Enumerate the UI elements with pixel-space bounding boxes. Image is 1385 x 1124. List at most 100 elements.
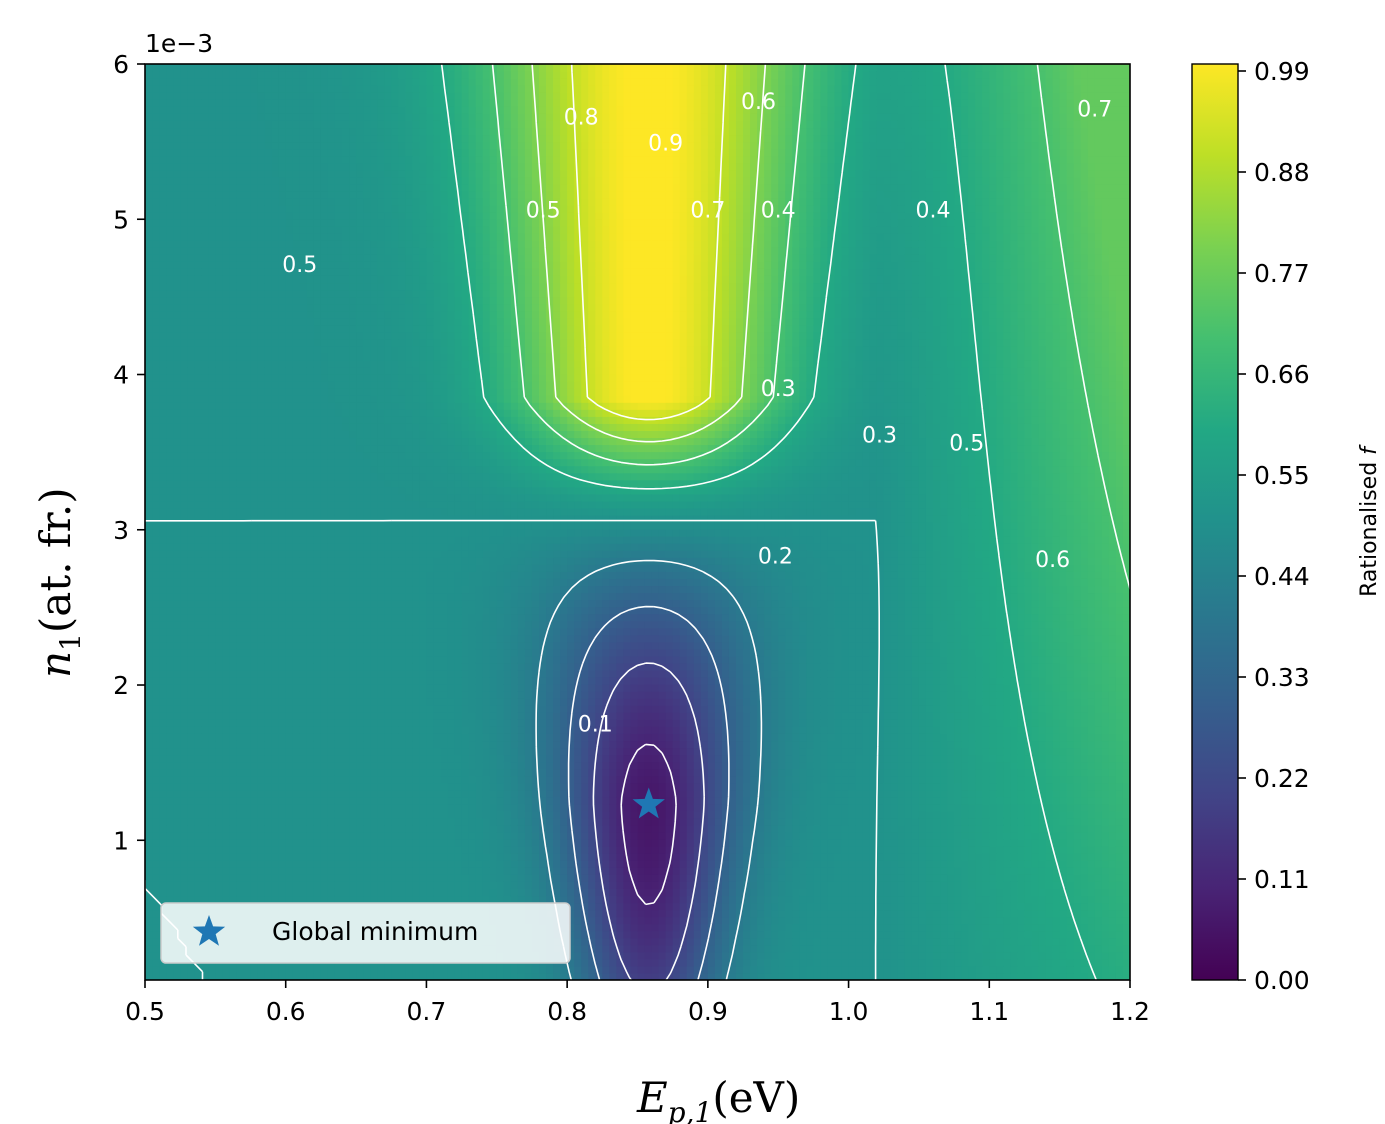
heatmap-cell bbox=[215, 514, 223, 523]
heatmap-cell bbox=[299, 211, 308, 220]
heatmap-cell bbox=[349, 345, 357, 354]
heatmap-cell bbox=[145, 493, 153, 502]
heatmap-cell bbox=[243, 430, 252, 439]
heatmap-cell bbox=[180, 789, 188, 798]
heatmap-cell bbox=[363, 698, 371, 706]
heatmap-cell bbox=[243, 613, 252, 622]
heatmap-cell bbox=[405, 289, 413, 298]
heatmap-cell bbox=[271, 409, 280, 417]
heatmap-cell bbox=[166, 99, 174, 107]
heatmap-cell bbox=[257, 430, 266, 439]
heatmap-cell bbox=[236, 190, 245, 199]
heatmap-cell bbox=[384, 338, 392, 347]
heatmap-cell bbox=[257, 254, 266, 262]
heatmap-cell bbox=[250, 500, 259, 509]
heatmap-cell bbox=[405, 655, 413, 664]
heatmap-cell bbox=[250, 536, 259, 544]
heatmap-cell bbox=[271, 275, 280, 284]
heatmap-cell bbox=[166, 585, 174, 594]
heatmap-cell bbox=[173, 134, 181, 143]
heatmap-cell bbox=[201, 648, 209, 657]
heatmap-cell bbox=[398, 775, 406, 784]
heatmap-cell bbox=[292, 106, 301, 114]
heatmap-cell bbox=[313, 486, 322, 495]
heatmap-cell bbox=[349, 669, 357, 678]
heatmap-cell bbox=[320, 571, 329, 579]
heatmap-cell bbox=[292, 141, 301, 150]
heatmap-cell bbox=[285, 472, 294, 481]
heatmap-cell bbox=[215, 846, 223, 854]
heatmap-cell bbox=[349, 606, 357, 615]
heatmap-cell bbox=[187, 78, 195, 86]
heatmap-cell bbox=[398, 536, 406, 544]
heatmap-cell bbox=[377, 832, 385, 840]
heatmap-cell bbox=[342, 578, 350, 587]
heatmap-cell bbox=[264, 183, 273, 192]
heatmap-cell bbox=[398, 113, 406, 121]
heatmap-cell bbox=[194, 634, 202, 643]
heatmap-cell bbox=[349, 740, 357, 749]
heatmap-cell bbox=[299, 641, 308, 650]
heatmap-cell bbox=[292, 345, 301, 354]
heatmap-cell bbox=[187, 888, 195, 897]
heatmap-cell bbox=[342, 99, 350, 107]
heatmap-cell bbox=[299, 465, 308, 474]
heatmap-cell bbox=[180, 381, 188, 389]
heatmap-cell bbox=[306, 451, 315, 460]
heatmap-cell bbox=[292, 691, 301, 699]
heatmap-cell bbox=[306, 733, 315, 742]
heatmap-cell bbox=[159, 839, 167, 847]
heatmap-cell bbox=[327, 162, 336, 171]
heatmap-cell bbox=[208, 113, 216, 121]
heatmap-cell bbox=[299, 543, 308, 551]
heatmap-cell bbox=[194, 78, 202, 86]
heatmap-cell bbox=[152, 691, 160, 699]
heatmap-cell bbox=[194, 381, 202, 389]
heatmap-cell bbox=[391, 747, 399, 756]
heatmap-cell bbox=[278, 204, 287, 213]
heatmap-cell bbox=[187, 458, 195, 467]
heatmap-cell bbox=[377, 211, 385, 220]
heatmap-cell bbox=[243, 712, 252, 720]
heatmap-cell bbox=[342, 472, 350, 481]
heatmap-cell bbox=[264, 895, 273, 904]
heatmap-cell bbox=[313, 824, 322, 833]
heatmap-cell bbox=[320, 775, 329, 784]
heatmap-cell bbox=[306, 416, 315, 424]
heatmap-cell bbox=[342, 359, 350, 368]
heatmap-cell bbox=[370, 747, 378, 756]
heatmap-cell bbox=[229, 268, 238, 276]
heatmap-cell bbox=[271, 634, 280, 643]
heatmap-cell bbox=[370, 155, 378, 164]
heatmap-cell bbox=[243, 310, 252, 319]
heatmap-cell bbox=[264, 310, 273, 319]
heatmap-cell bbox=[398, 345, 406, 354]
heatmap-cell bbox=[320, 458, 329, 467]
heatmap-cell bbox=[320, 726, 329, 734]
heatmap-cell bbox=[145, 529, 153, 537]
heatmap-cell bbox=[327, 634, 336, 643]
heatmap-cell bbox=[299, 648, 308, 657]
heatmap-cell bbox=[180, 190, 188, 199]
heatmap-cell bbox=[152, 846, 160, 854]
heatmap-cell bbox=[208, 536, 216, 544]
heatmap-cell bbox=[363, 874, 371, 882]
heatmap-cell bbox=[356, 388, 364, 396]
heatmap-cell bbox=[222, 254, 231, 262]
heatmap-cell bbox=[222, 726, 231, 734]
heatmap-cell bbox=[356, 148, 364, 157]
heatmap-cell bbox=[306, 85, 315, 93]
heatmap-cell bbox=[391, 324, 399, 333]
heatmap-cell bbox=[187, 226, 195, 234]
heatmap-cell bbox=[166, 388, 174, 396]
heatmap-cell bbox=[187, 92, 195, 100]
heatmap-cell bbox=[215, 310, 223, 319]
heatmap-cell bbox=[398, 148, 406, 157]
heatmap-cell bbox=[370, 247, 378, 255]
heatmap-cell bbox=[278, 451, 287, 460]
heatmap-cell bbox=[187, 409, 195, 417]
heatmap-cell bbox=[180, 388, 188, 396]
heatmap-cell bbox=[215, 289, 223, 298]
heatmap-cell bbox=[299, 458, 308, 467]
heatmap-cell bbox=[152, 451, 160, 460]
